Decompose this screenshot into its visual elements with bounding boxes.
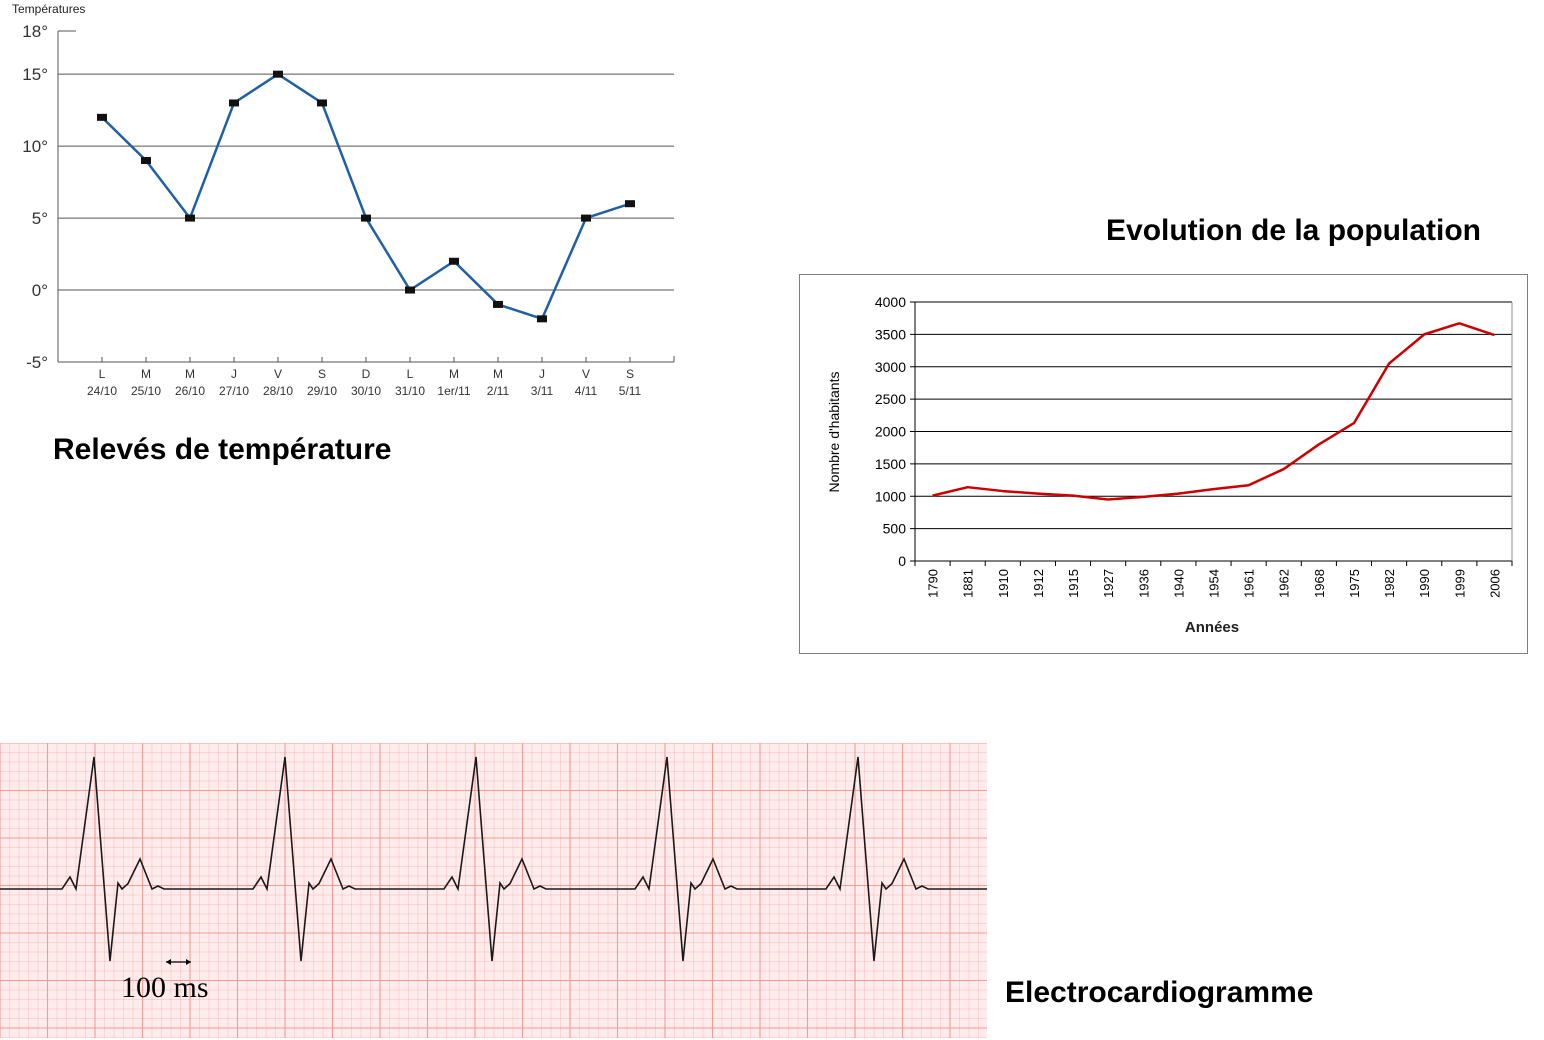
temperature-y-tick-label: -5° [26, 353, 48, 372]
population-x-tick-label: 1999 [1452, 569, 1467, 598]
population-x-tick-label: 1910 [996, 569, 1011, 598]
population-x-tick-label: 1912 [1031, 569, 1046, 598]
ecg-chart-title: Electrocardiogramme [1005, 976, 1314, 1009]
ecg-trace [0, 756, 987, 962]
population-x-axis-label: Années [1185, 619, 1239, 636]
population-y-tick-label: 2500 [875, 391, 906, 407]
temperature-data-point [449, 257, 459, 265]
ecg-paper [0, 743, 987, 1038]
temperature-x-date-label: 2/11 [487, 384, 510, 398]
population-y-tick-label: 4000 [875, 294, 906, 310]
population-x-tick-label: 1881 [961, 569, 976, 598]
temperature-data-point [361, 214, 371, 222]
population-x-tick-label: 1936 [1136, 569, 1151, 598]
temperature-x-date-label: 28/10 [263, 384, 293, 398]
population-y-tick-label: 500 [883, 521, 907, 537]
population-chart: 0 500 1000 1500 2000 2500 3000 3500 4000 1790 188… [826, 294, 1513, 636]
population-x-tick-label: 1954 [1207, 569, 1222, 598]
temperature-data-point [493, 300, 503, 308]
temperature-x-date-label: 29/10 [307, 384, 337, 398]
population-x-tick-label: 1968 [1312, 569, 1327, 598]
population-x-tick-label: 2006 [1487, 569, 1502, 598]
temperature-x-date-label: 3/11 [531, 384, 554, 398]
ecg-scale-arrow [166, 959, 191, 965]
temperature-x-day-label: L [407, 367, 414, 381]
temperature-x-day-label: M [493, 367, 503, 381]
temperature-x-day-label: J [231, 367, 237, 381]
population-x-tick-label: 1962 [1277, 569, 1292, 598]
temperature-series-line [101, 72, 631, 321]
temperature-x-day-label: S [626, 367, 634, 381]
temperature-x-date-label: 5/11 [619, 384, 642, 398]
population-x-tick-label: 1982 [1382, 569, 1397, 598]
temperature-y-tick-label: 18° [22, 22, 48, 41]
temperature-x-day-label: V [582, 367, 590, 381]
temperature-x-day-label: V [274, 367, 282, 381]
temperature-x-date-label: 30/10 [351, 384, 381, 398]
temperature-y-tick-label: 0° [32, 281, 48, 300]
temperature-data-point [141, 157, 151, 165]
temperature-x-day-label: D [362, 367, 371, 381]
temperature-data-point [185, 214, 195, 222]
temperature-y-tick-label: 10° [22, 137, 48, 156]
temperature-data-point [97, 113, 107, 121]
temperature-x-date-label: 26/10 [175, 384, 205, 398]
temperature-data-point [405, 286, 415, 294]
population-series-line [932, 322, 1495, 501]
temperature-x-date-label: 4/11 [575, 384, 598, 398]
temperature-data-point [273, 70, 283, 78]
population-y-tick-label: 0 [898, 553, 906, 569]
temperature-x-date-label: 1er/11 [437, 384, 470, 398]
temperature-data-point [537, 315, 547, 323]
temperature-chart: Températures 18° 15° 10° 5° 0° -5° L 24/10 M 25/… [12, 2, 675, 398]
temperature-data-point [317, 99, 327, 107]
population-y-tick-label: 3500 [875, 326, 906, 342]
population-x-tick-label: 1927 [1101, 569, 1116, 598]
population-x-tick-label: 1961 [1242, 569, 1257, 598]
population-y-tick-label: 2000 [875, 424, 906, 440]
temperature-data-point [625, 200, 635, 208]
temperature-axis-title: Températures [12, 2, 85, 16]
temperature-x-day-label: M [141, 367, 151, 381]
population-y-tick-label: 1000 [875, 488, 906, 504]
temperature-y-tick-label: 15° [22, 65, 48, 84]
temperature-x-day-label: L [99, 367, 106, 381]
population-x-tick-label: 1940 [1171, 569, 1186, 598]
population-x-tick-label: 1790 [926, 569, 941, 598]
population-y-tick-label: 3000 [875, 359, 906, 375]
temperature-chart-title: Relevés de température [53, 433, 392, 466]
temperature-x-day-label: S [318, 367, 326, 381]
temperature-y-tick-label: 5° [32, 209, 48, 228]
population-chart-title: Evolution de la population [1106, 214, 1481, 247]
temperature-x-day-label: J [539, 367, 545, 381]
ecg-scale-label: 100 ms [121, 971, 209, 1004]
temperature-x-date-label: 31/10 [395, 384, 425, 398]
ecg-chart: 100 ms [0, 743, 987, 1038]
population-y-tick-label: 1500 [875, 456, 906, 472]
temperature-x-date-label: 27/10 [219, 384, 249, 398]
temperature-x-day-label: M [449, 367, 459, 381]
population-y-axis-label: Nombre d'habitants [826, 372, 842, 493]
temperature-x-day-label: M [185, 367, 195, 381]
temperature-data-point [229, 99, 239, 107]
population-x-tick-label: 1990 [1417, 569, 1432, 598]
temperature-x-date-label: 25/10 [131, 384, 161, 398]
temperature-data-point [581, 214, 591, 222]
population-x-tick-label: 1975 [1347, 569, 1362, 598]
population-x-tick-label: 1915 [1066, 569, 1081, 598]
temperature-x-date-label: 24/10 [87, 384, 117, 398]
